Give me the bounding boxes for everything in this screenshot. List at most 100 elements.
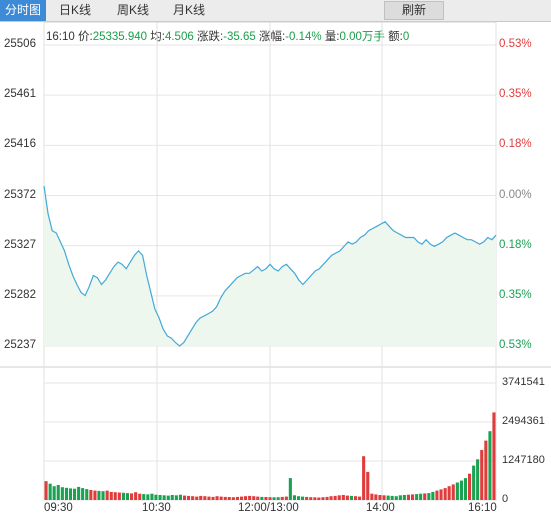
pct-tick-label: 0.18% [499, 238, 532, 251]
volume-bar [64, 487, 68, 500]
quote-info-bar: 16:10 价:25335.940 均:4.506 涨跌:-35.65 涨幅:-… [46, 28, 409, 44]
pct-label: 涨幅: [258, 31, 286, 43]
volume-bar [337, 495, 341, 500]
volume-bar [451, 484, 455, 500]
volume-bar [52, 486, 56, 500]
volume-bar [73, 488, 77, 500]
volume-bar [121, 492, 125, 500]
pct-tick-label: 0.35% [499, 288, 532, 301]
volume-bar [329, 496, 333, 500]
volume-bar [68, 488, 72, 500]
volume-bar [191, 496, 195, 500]
volume-bar [301, 496, 305, 500]
tab-fenshi[interactable]: 分时图 [0, 0, 46, 21]
volume-bar [415, 494, 419, 500]
volume-bar [431, 491, 435, 500]
volume-bar [268, 497, 272, 500]
volume-tick-label: 1247180 [502, 454, 545, 466]
volume-bar [256, 496, 260, 500]
volume-bar [93, 490, 97, 500]
price-label: 价: [77, 31, 93, 43]
volume-tick-label: 3741541 [502, 376, 545, 388]
volume-bar [394, 496, 398, 500]
volume-bar [362, 456, 366, 500]
volume-tick-label: 2494361 [502, 415, 545, 427]
volume-bar [134, 492, 138, 500]
volume-bar [207, 496, 211, 500]
volume-bar [284, 496, 288, 500]
change-value: -35.65 [223, 31, 256, 43]
price-tick-label: 25506 [4, 38, 36, 50]
volume-bar [97, 490, 101, 500]
volume-bar [472, 465, 476, 500]
volume-bar [345, 495, 349, 500]
volume-bar [427, 493, 431, 500]
refresh-button[interactable]: 刷新 [384, 1, 444, 20]
volume-bar [484, 440, 488, 500]
volume-bar [370, 493, 374, 500]
price-tick-label: 25282 [4, 288, 36, 301]
volume-bar [272, 497, 276, 500]
volume-bar [215, 496, 219, 500]
volume-bar [386, 495, 390, 500]
tab-daily-k[interactable]: 日K线 [58, 3, 91, 17]
volume-bar [455, 482, 459, 500]
volume-bar [187, 495, 191, 500]
volume-bar [378, 495, 382, 500]
volume-bar [468, 473, 472, 500]
volume-bar [89, 490, 93, 500]
volume-bar [325, 496, 329, 500]
volume-bar [211, 496, 215, 500]
time-tick-label: 10:30 [142, 502, 171, 514]
tab-monthly-k[interactable]: 月K线 [172, 3, 205, 17]
volume-bar [492, 412, 496, 500]
volume-bar [81, 488, 85, 500]
amount-label: 额: [388, 31, 403, 43]
volume-bar [476, 459, 480, 500]
volume-bar [374, 494, 378, 500]
volume-bar [154, 494, 158, 500]
volume-bar [244, 496, 248, 500]
pct-tick-label: 0.00% [499, 188, 532, 201]
volume-bar [366, 471, 370, 500]
volume-bar [321, 497, 325, 500]
volume-bar [117, 492, 121, 500]
volume-bar [443, 488, 447, 500]
price-tick-label: 25416 [4, 138, 36, 151]
volume-bar [162, 495, 166, 500]
tab-bar: 分时图 日K线 周K线 月K线 刷新 [0, 0, 551, 22]
volume-bar [158, 495, 162, 500]
volume-bar [150, 493, 154, 500]
volume-bar [423, 493, 427, 500]
amount-value: 0 [402, 31, 410, 43]
volume-bar [390, 495, 394, 500]
volume-bar [341, 495, 345, 500]
volume-bar [60, 487, 64, 500]
volume-bar [419, 493, 423, 500]
volume-bar [235, 496, 239, 500]
volume-bar [333, 495, 337, 500]
volume-bar [195, 496, 199, 500]
volume-bar [178, 494, 182, 500]
time-tick-label: 14:00 [366, 502, 395, 514]
price-area-fill [44, 186, 496, 346]
volume-bar [260, 496, 264, 500]
volume-bar [174, 495, 178, 500]
change-label: 涨跌: [196, 31, 224, 43]
volume-bar [240, 496, 244, 500]
volume-bar [264, 497, 268, 500]
volume-bar [183, 495, 187, 500]
volume-bar [309, 497, 313, 500]
avg-value: 4.506 [164, 31, 194, 43]
volume-bar [142, 494, 146, 500]
volume-bar [56, 485, 60, 500]
volume-bar [280, 496, 284, 500]
volume-bar [292, 495, 296, 500]
volume-bar [402, 495, 406, 500]
volume-value: 0.00万手 [339, 31, 385, 43]
volume-tick-label: 0 [502, 493, 509, 505]
tab-weekly-k[interactable]: 周K线 [116, 3, 149, 17]
volume-bar [358, 496, 362, 500]
volume-bar [349, 495, 353, 500]
